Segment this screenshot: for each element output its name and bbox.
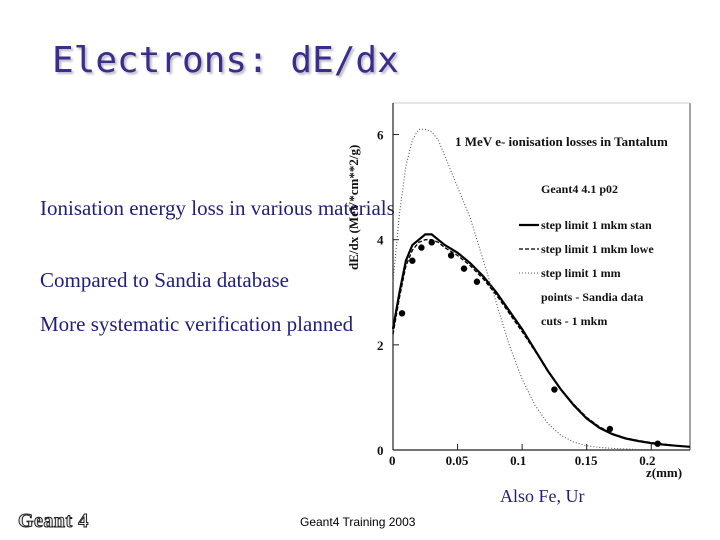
sandia-point-0: [398, 310, 406, 317]
series-line-2: [392, 128, 652, 451]
legend-label-1: step limit 1 mkm lowe: [541, 242, 654, 256]
series-group: [391, 128, 691, 451]
bullet-verification-text: More systematic verification planned: [40, 312, 354, 336]
bullet-sandia-text: Compared to Sandia database: [40, 268, 290, 292]
chart-title: 1 MeV e- ionisation losses in Tantalum: [455, 134, 668, 149]
legend-label-0: step limit 1 mkm stan: [541, 218, 652, 232]
bullet-sandia: Compared to Sandia database: [40, 267, 289, 293]
ticks: 0 0.05 0.1 0.15 0.2 0 2 4 6: [377, 128, 656, 468]
sandia-point-5: [460, 265, 468, 272]
annotation-0: cuts - 1 mkm: [541, 314, 607, 328]
slide-title: Electrons: dE/dx: [52, 40, 399, 81]
y-tick-label-0: 0: [377, 443, 384, 458]
sandia-point-7: [551, 386, 558, 393]
legend-label-3: points - Sandia data: [541, 290, 643, 304]
bullet-verification: More systematic verification planned: [40, 311, 353, 337]
also-note: Also Fe, Ur: [500, 486, 585, 506]
legend: step limit 1 mkm stan step limit 1 mkm lo…: [519, 218, 654, 328]
x-tick-label-4: 0.2: [639, 453, 655, 468]
y-tick-label-1: 2: [377, 338, 384, 353]
x-tick-label-2: 0.1: [510, 453, 526, 468]
y-tick-label-3: 6: [377, 128, 384, 143]
series-line-1: [392, 239, 691, 448]
x-axis-label: z(mm): [646, 465, 682, 480]
sandia-point-9: [654, 440, 661, 447]
plot-frame: [392, 102, 691, 451]
sandia-point-2: [418, 244, 425, 251]
x-tick-label-3: 0.15: [575, 453, 598, 468]
geant4-logo: Geant 4: [18, 510, 89, 533]
sandia-point-3: [428, 239, 435, 246]
y-tick-label-2: 4: [377, 233, 384, 248]
sandia-point-1: [409, 257, 416, 264]
sandia-point-4: [447, 252, 455, 259]
legend-label-2: step limit 1 mm: [541, 266, 621, 280]
x-tick-label-1: 0.05: [446, 453, 469, 468]
x-tick-label-0: 0: [389, 453, 396, 468]
bullet-ionisation: Ionisation energy loss in various materi…: [40, 195, 395, 221]
footer-text: Geant4 Training 2003: [300, 515, 416, 529]
chart-subtitle: Geant4 4.1 p02: [541, 182, 618, 196]
sandia-point-8: [606, 425, 614, 433]
bullet-ionisation-text: Ionisation energy loss in various materi…: [40, 196, 395, 220]
sandia-point-6: [473, 278, 481, 285]
y-axis-label: dE/dx (MeV*cm**2/g): [346, 145, 361, 270]
